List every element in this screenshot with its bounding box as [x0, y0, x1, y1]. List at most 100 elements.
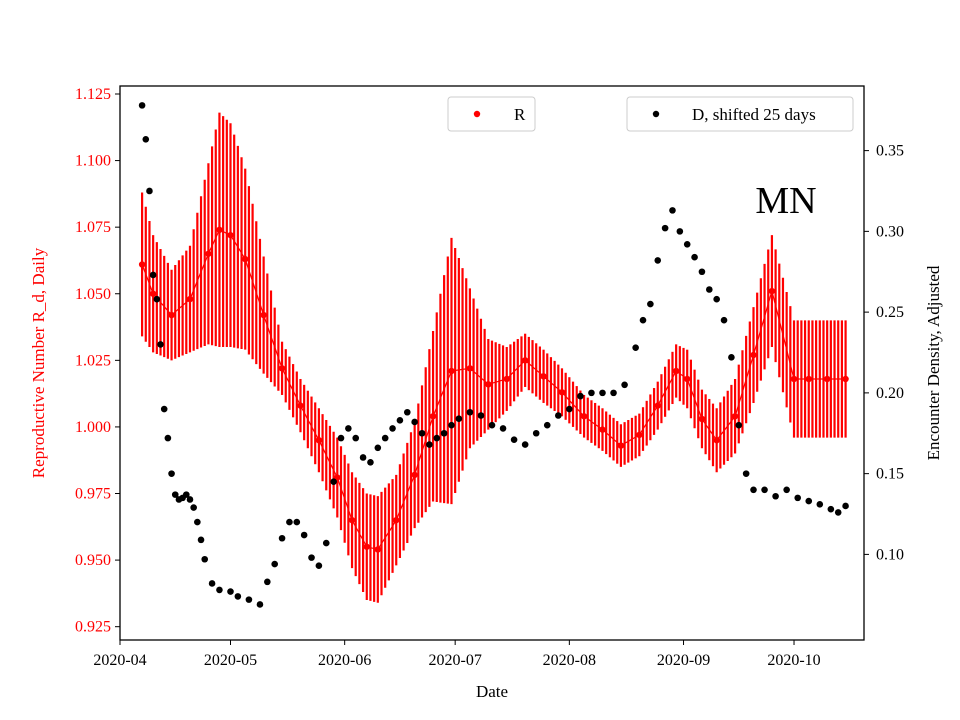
- r-point: [654, 402, 661, 409]
- d-point: [396, 417, 404, 424]
- y-axis-right-label: Encounter Density, Adjusted: [924, 265, 943, 460]
- r-point: [790, 375, 798, 383]
- d-point: [510, 436, 518, 444]
- r-point: [521, 357, 529, 364]
- state-annotation: MN: [755, 180, 816, 222]
- d-point: [698, 268, 706, 276]
- legend-r-label: R: [514, 105, 526, 124]
- d-point: [720, 316, 728, 324]
- d-point: [742, 470, 750, 477]
- d-point: [834, 509, 842, 516]
- d-point: [160, 405, 168, 413]
- r-point: [205, 250, 212, 257]
- d-point: [706, 286, 713, 293]
- r-point: [672, 367, 680, 375]
- d-point: [194, 518, 201, 526]
- r-point: [216, 226, 223, 234]
- d-point: [772, 492, 779, 500]
- d-point: [164, 434, 172, 442]
- r-point: [731, 413, 739, 420]
- r-point: [540, 373, 547, 380]
- d-point: [322, 539, 330, 547]
- d-point: [488, 421, 496, 429]
- d-point: [418, 429, 426, 437]
- d-point: [345, 425, 352, 432]
- d-point: [455, 415, 463, 423]
- r-point: [448, 367, 455, 375]
- legend-r-marker: [473, 110, 481, 118]
- d-point: [367, 459, 374, 466]
- r-point: [297, 402, 304, 409]
- x-tick-label: 2020-04: [93, 652, 146, 669]
- d-point: [805, 497, 813, 505]
- d-point: [157, 341, 164, 348]
- y-left-tick-label: 1.050: [75, 286, 111, 303]
- d-point: [278, 534, 286, 542]
- d-point: [783, 486, 790, 494]
- y-axis-left-label: Reproductive Number R_d, Daily: [29, 247, 48, 478]
- r-point: [768, 287, 776, 295]
- legend-d-marker: [652, 110, 660, 118]
- r-point: [315, 437, 323, 444]
- d-point: [227, 588, 234, 595]
- legend-d-frame: [626, 96, 854, 132]
- r-point: [227, 231, 234, 239]
- d-point: [466, 408, 474, 416]
- d-point: [315, 562, 323, 570]
- d-point: [293, 518, 301, 526]
- d-point: [610, 389, 617, 397]
- d-point: [647, 300, 654, 308]
- y-left-tick-label: 1.075: [75, 219, 111, 236]
- d-point: [359, 454, 367, 461]
- plot-frame: [119, 85, 865, 641]
- d-point: [197, 536, 205, 544]
- d-point: [337, 434, 345, 442]
- d-point: [234, 593, 242, 600]
- y-left-tick-label: 0.975: [75, 486, 111, 503]
- r-point: [750, 351, 757, 359]
- r-point: [334, 474, 341, 481]
- d-point: [827, 505, 835, 513]
- y-left-tick-label: 1.100: [75, 153, 111, 170]
- legend-d-label: D, shifted 25 days: [692, 105, 816, 124]
- r-point: [138, 261, 146, 268]
- y-left-tick-label: 1.025: [75, 352, 111, 369]
- d-point: [543, 421, 551, 429]
- r-point: [149, 290, 157, 297]
- r-point: [684, 375, 691, 383]
- r-point: [374, 546, 382, 553]
- d-point: [286, 518, 293, 526]
- d-point: [669, 207, 676, 214]
- d-point: [171, 491, 179, 498]
- y-right-tick-label: 0.15: [876, 466, 904, 483]
- r-point: [698, 415, 706, 423]
- d-point: [300, 531, 308, 539]
- d-point: [621, 381, 628, 389]
- d-point: [728, 354, 735, 361]
- d-point: [138, 102, 146, 109]
- d-point: [168, 470, 175, 477]
- d-point: [532, 429, 540, 437]
- d-point: [761, 486, 768, 494]
- r-center: [141, 228, 846, 551]
- x-tick-label: 2020-07: [429, 652, 482, 669]
- r-point: [805, 375, 812, 383]
- r-point: [558, 389, 566, 396]
- d-point: [735, 421, 743, 429]
- r-point: [348, 516, 356, 524]
- d-point: [245, 596, 253, 603]
- d-point: [153, 295, 161, 303]
- x-tick-label: 2020-09: [657, 652, 710, 669]
- d-point: [190, 504, 197, 511]
- y-right-tick-label: 0.35: [876, 143, 904, 160]
- y-right-tick-label: 0.20: [876, 385, 904, 402]
- legend-d: D, shifted 25 days: [626, 96, 854, 132]
- x-tick-label: 2020-10: [767, 652, 820, 669]
- r-point: [466, 365, 474, 372]
- d-point: [750, 486, 757, 494]
- d-point: [816, 501, 824, 508]
- d-point: [216, 586, 223, 594]
- d-point: [440, 429, 448, 437]
- r-point: [429, 413, 437, 420]
- d-point: [271, 560, 278, 568]
